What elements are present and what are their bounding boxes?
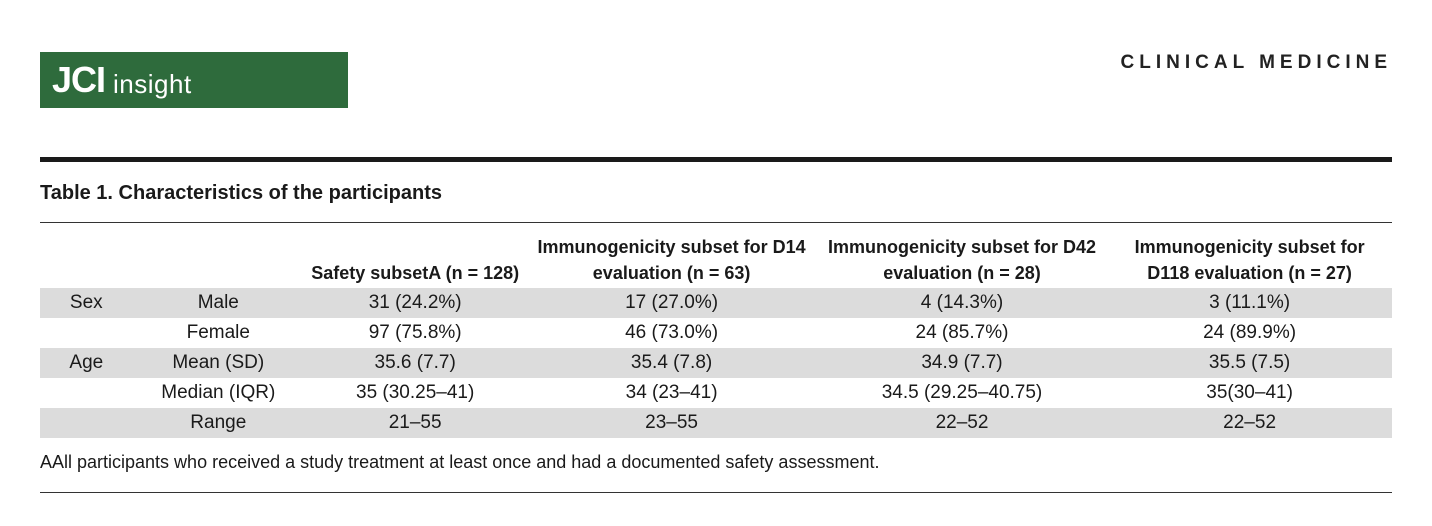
table-cell: Female (186, 322, 250, 343)
table-cell: Median (IQR) (161, 382, 276, 403)
table-row: Female 97 (75.8%) 46 (73.0%) 24 (85.7%) … (40, 318, 1392, 348)
table-cell: Mean (SD) (132, 348, 304, 378)
table-cell: 35 (30.25–41) (356, 382, 475, 403)
table-header-row: Safety subsetA (n = 128) Immunogenicity … (40, 234, 1392, 288)
table-cell (40, 318, 133, 348)
col-header-d118: Immunogenicity subset for D118 evaluatio… (1134, 237, 1365, 283)
col-header-d14: Immunogenicity subset for D14 evaluation… (537, 237, 806, 283)
table-cell (40, 408, 133, 438)
table-row: Range 21–55 23–55 22–52 22–52 (40, 408, 1392, 438)
table-row: Sex Male 31 (24.2%) 17 (27.0%) 4 (14.3%)… (40, 288, 1392, 318)
table-cell: 97 (75.8%) (368, 322, 462, 343)
table-cell: 21–55 (303, 408, 527, 438)
col-header-group (40, 234, 133, 288)
table-cell: 35.5 (7.5) (1107, 348, 1392, 378)
table-cell (40, 378, 133, 408)
table-cell: 35.6 (7.7) (303, 348, 527, 378)
table-cell: Male (132, 288, 304, 318)
top-rule (40, 157, 1392, 162)
table-cell: Range (132, 408, 304, 438)
table-cell: Age (40, 348, 133, 378)
table-top-rule (40, 222, 1392, 223)
section-label: CLINICAL MEDICINE (1120, 52, 1392, 73)
logo-insight-text: insight (113, 68, 192, 99)
col-header-d42: Immunogenicity subset for D42 evaluation… (827, 237, 1097, 283)
table-cell: 34 (23–41) (625, 382, 718, 403)
table-cell: Sex (40, 288, 133, 318)
table-cell: 35(30–41) (1206, 382, 1293, 403)
table-row: Age Mean (SD) 35.6 (7.7) 35.4 (7.8) 34.9… (40, 348, 1392, 378)
table-cell: 31 (24.2%) (303, 288, 527, 318)
table-cell: 24 (89.9%) (1203, 322, 1297, 343)
table-cell: 22–52 (816, 408, 1108, 438)
table-cell: 22–52 (1107, 408, 1392, 438)
table-bottom-rule (40, 492, 1392, 493)
table-cell: 3 (11.1%) (1107, 288, 1392, 318)
table-footnote: AAll participants who received a study t… (40, 452, 880, 472)
table-cell: 46 (73.0%) (625, 322, 719, 343)
table-title: Table 1. Characteristics of the particip… (40, 182, 442, 204)
table-cell: 34.5 (29.25–40.75) (881, 382, 1043, 403)
table-cell: 17 (27.0%) (526, 288, 817, 318)
characteristics-table: Safety subsetA (n = 128) Immunogenicity … (40, 234, 1392, 438)
table-cell: 35.4 (7.8) (526, 348, 817, 378)
table-cell: 4 (14.3%) (816, 288, 1108, 318)
table-cell: 23–55 (526, 408, 817, 438)
table-cell: 34.9 (7.7) (816, 348, 1108, 378)
col-header-measure (133, 234, 304, 288)
table-cell: 24 (85.7%) (915, 322, 1009, 343)
table-row: Median (IQR) 35 (30.25–41) 34 (23–41) 34… (40, 378, 1392, 408)
logo-jci-text: JCI (52, 59, 106, 100)
journal-logo: JCI insight (40, 52, 348, 108)
col-header-safety: Safety subsetA (n = 128) (311, 263, 520, 283)
